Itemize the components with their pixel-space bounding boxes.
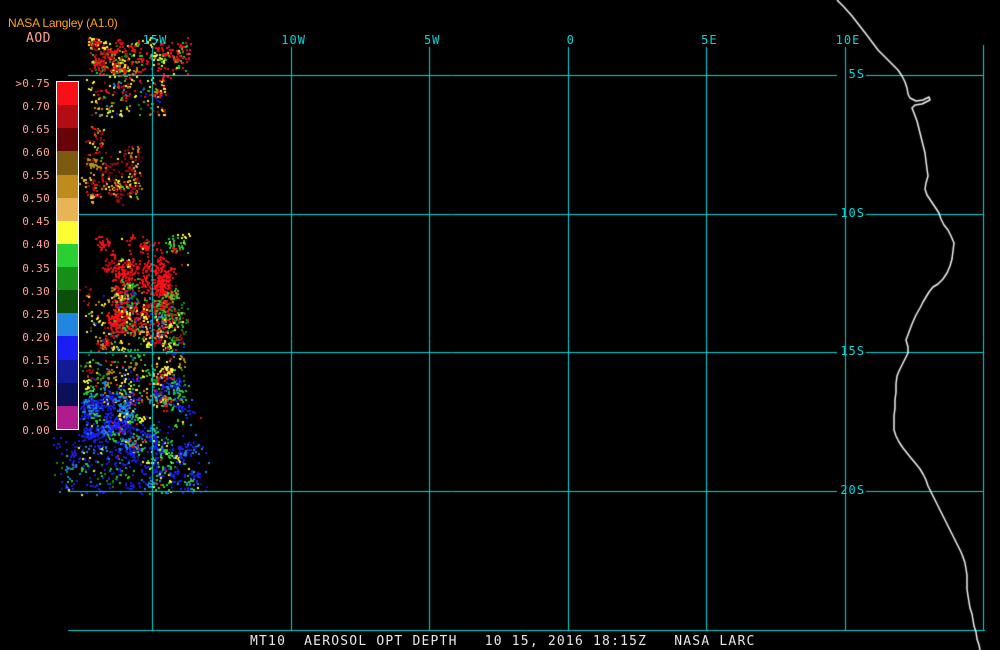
colorbar-segment-4 bbox=[57, 174, 78, 198]
colorbar-segment-0 bbox=[57, 82, 78, 106]
lon-label-5W: 5W bbox=[423, 33, 441, 47]
colorbar-tick-label: 0.25 bbox=[22, 307, 50, 321]
colorbar-tick-label: 0.15 bbox=[22, 354, 50, 368]
colorbar-tick-label: 0.60 bbox=[22, 145, 50, 159]
colorbar-tick-label: 0.20 bbox=[22, 330, 50, 344]
colorbar-segment-11 bbox=[57, 336, 78, 360]
colorbar-tick-label: 0.65 bbox=[22, 122, 50, 136]
aod-colorbar bbox=[56, 81, 79, 430]
lon-label-10E: 10E bbox=[835, 33, 861, 47]
lat-label-5S: 5S bbox=[848, 67, 865, 81]
colorbar-tick-label: 0.35 bbox=[22, 261, 50, 275]
colorbar-tick-label: 0.50 bbox=[22, 192, 50, 206]
colorbar-segment-12 bbox=[57, 359, 78, 383]
colorbar-tick-label: 0.05 bbox=[22, 400, 50, 414]
colorbar-tick-label: 0.40 bbox=[22, 238, 50, 252]
colorbar-tick-label: 0.00 bbox=[22, 423, 50, 437]
lon-label-10W: 10W bbox=[281, 33, 306, 47]
colorbar-segment-8 bbox=[57, 267, 78, 291]
colorbar-tick-label: 0.55 bbox=[22, 169, 50, 183]
colorbar-segment-13 bbox=[57, 382, 78, 406]
product-title: NASA Langley (A1.0) bbox=[8, 16, 118, 30]
footer-caption: MT10 AEROSOL OPT DEPTH 10 15, 2016 18:15… bbox=[250, 634, 756, 649]
colorbar-segment-1 bbox=[57, 105, 78, 129]
colorbar-segment-3 bbox=[57, 151, 78, 175]
colorbar-tick-label: 0.45 bbox=[22, 215, 50, 229]
lon-label-0: 0 bbox=[566, 33, 575, 47]
colorbar-tick-label: 0.70 bbox=[22, 99, 50, 113]
colorbar-segment-5 bbox=[57, 197, 78, 221]
colorbar-tick-label: >0.75 bbox=[15, 76, 50, 90]
lat-label-10S: 10S bbox=[840, 205, 865, 220]
colorbar-segment-9 bbox=[57, 290, 78, 314]
colorbar-segment-10 bbox=[57, 313, 78, 337]
lat-label-20S: 20S bbox=[840, 482, 865, 497]
colorbar-segment-6 bbox=[57, 220, 78, 244]
colorbar-segment-7 bbox=[57, 243, 78, 267]
lat-label-15S: 15S bbox=[840, 344, 865, 359]
lon-label-5E: 5E bbox=[701, 33, 718, 47]
colorbar-tick-label: 0.30 bbox=[22, 284, 50, 298]
colorbar-variable-label: AOD bbox=[26, 31, 51, 46]
colorbar-segment-14 bbox=[57, 405, 78, 429]
lon-label-15W: 15W bbox=[142, 33, 168, 47]
colorbar-segment-2 bbox=[57, 128, 78, 152]
colorbar-tick-label: 0.10 bbox=[22, 377, 50, 391]
